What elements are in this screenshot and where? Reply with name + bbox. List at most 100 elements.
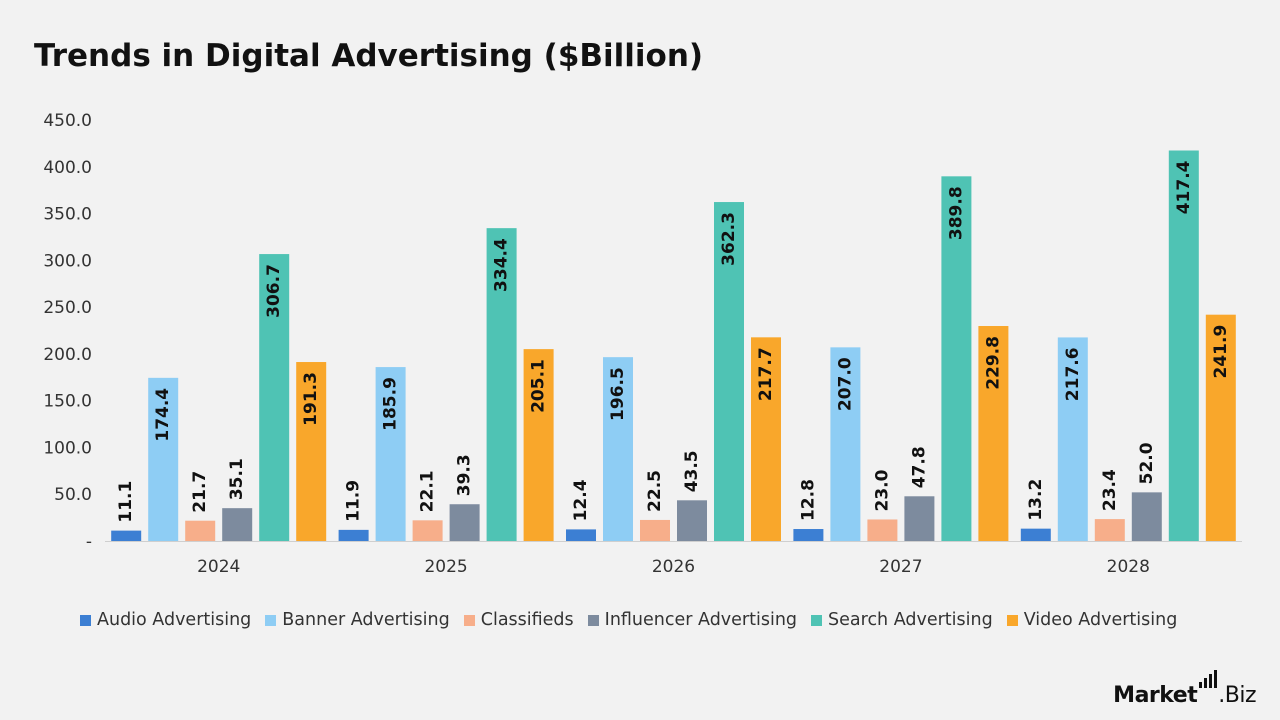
data-label: 12.8 <box>798 479 818 521</box>
data-label: 35.1 <box>227 458 247 500</box>
legend-label: Search Advertising <box>828 610 993 630</box>
bar-classifieds-2028 <box>1094 519 1125 541</box>
data-label: 389.8 <box>946 186 966 240</box>
brand-logo: Market .Biz <box>1113 670 1256 708</box>
brand-name-bold: Market <box>1113 683 1198 708</box>
data-label: 39.3 <box>455 454 475 496</box>
data-label: 229.8 <box>983 336 1003 390</box>
bar-search-advertising-2025 <box>486 228 517 542</box>
data-label: 11.9 <box>344 480 364 522</box>
legend-label: Audio Advertising <box>97 610 252 630</box>
bar-classifieds-2024 <box>185 520 216 541</box>
bar-banner-advertising-2027 <box>830 347 861 541</box>
legend-swatch <box>587 614 599 626</box>
y-tick-label: 50.0 <box>54 485 92 505</box>
legend-swatch <box>1006 614 1018 626</box>
bar-search-advertising-2028 <box>1168 150 1199 541</box>
bar-audio-advertising-2026 <box>566 529 596 541</box>
y-tick-label: 200.0 <box>43 345 92 365</box>
bar-classifieds-2027 <box>867 519 898 541</box>
bar-search-advertising-2027 <box>941 176 972 542</box>
bar-banner-advertising-2025 <box>375 367 406 541</box>
logo-bars-icon <box>1199 670 1218 688</box>
data-label: 217.7 <box>756 347 776 401</box>
bar-video-advertising-2028 <box>1205 314 1236 541</box>
data-label: 23.0 <box>872 469 892 511</box>
bar-classifieds-2026 <box>640 519 670 541</box>
data-label: 47.8 <box>909 446 929 488</box>
y-tick-label: 450.0 <box>43 111 92 131</box>
legend-item: Video Advertising <box>1006 610 1178 630</box>
bar-influencer-advertising-2025 <box>449 504 480 541</box>
data-label: 13.2 <box>1026 479 1046 521</box>
bar-influencer-advertising-2028 <box>1131 492 1162 541</box>
data-label: 362.3 <box>719 212 739 266</box>
y-tick-label: 100.0 <box>43 438 92 458</box>
legend-label: Classifieds <box>480 610 574 630</box>
x-tick-label: 2026 <box>652 557 695 577</box>
legend-label: Banner Advertising <box>282 610 450 630</box>
data-label: 12.4 <box>571 479 591 521</box>
data-label: 23.4 <box>1100 469 1120 511</box>
data-label: 191.3 <box>301 372 321 426</box>
bar-audio-advertising-2025 <box>338 529 369 541</box>
x-tick-label: 2025 <box>424 557 467 577</box>
bar-chart: - 50.0 100.0 150.0 200.0 250.0 300.0 350.0 400.0… <box>43 111 1242 577</box>
y-tick-label: - <box>86 532 92 552</box>
data-label: 217.6 <box>1063 347 1083 401</box>
brand-name-rest: .Biz <box>1218 683 1256 708</box>
bar-influencer-advertising-2027 <box>904 496 935 541</box>
y-tick-label: 150.0 <box>43 392 92 412</box>
bar-search-advertising-2024 <box>259 254 290 541</box>
bar-banner-advertising-2028 <box>1057 337 1088 541</box>
data-label: 207.0 <box>835 357 855 411</box>
legend-item: Classifieds <box>463 610 574 630</box>
legend-item: Banner Advertising <box>265 610 450 630</box>
data-label: 22.5 <box>645 470 665 512</box>
x-tick-label: 2027 <box>879 557 922 577</box>
chart-title: Trends in Digital Advertising ($Billion) <box>34 38 704 74</box>
bar-influencer-advertising-2026 <box>677 500 707 541</box>
legend-label: Influencer Advertising <box>604 610 798 630</box>
legend-swatch <box>265 614 277 626</box>
data-label: 196.5 <box>608 367 628 421</box>
data-label: 205.1 <box>529 359 549 413</box>
data-label: 22.1 <box>418 470 438 512</box>
bar-video-advertising-2027 <box>978 326 1009 541</box>
chart-legend: Audio Advertising Banner Advertising Class… <box>80 610 1177 630</box>
y-tick-label: 250.0 <box>43 298 92 318</box>
data-label: 334.4 <box>492 238 512 292</box>
x-tick-label: 2024 <box>197 557 240 577</box>
bar-search-advertising-2026 <box>714 202 744 541</box>
bar-influencer-advertising-2024 <box>222 508 253 541</box>
legend-label: Video Advertising <box>1023 610 1178 630</box>
y-tick-label: 400.0 <box>43 158 92 178</box>
data-label: 21.7 <box>190 471 210 513</box>
bar-video-advertising-2026 <box>751 337 781 541</box>
bar-audio-advertising-2024 <box>111 530 142 541</box>
bar-video-advertising-2024 <box>296 362 327 541</box>
bar-classifieds-2025 <box>412 520 443 541</box>
data-label: 52.0 <box>1137 442 1157 484</box>
data-label: 241.9 <box>1211 325 1231 379</box>
y-tick-label: 300.0 <box>43 251 92 271</box>
data-label: 185.9 <box>381 377 401 431</box>
data-label: 11.1 <box>116 481 136 523</box>
legend-swatch <box>463 614 475 626</box>
data-label: 43.5 <box>682 450 702 492</box>
legend-item: Audio Advertising <box>80 610 251 630</box>
bar-banner-advertising-2026 <box>603 357 633 541</box>
bar-audio-advertising-2027 <box>793 529 824 541</box>
y-tick-label: 350.0 <box>43 205 92 225</box>
legend-item: Search Advertising <box>811 610 993 630</box>
bar-banner-advertising-2024 <box>148 377 179 541</box>
legend-swatch <box>80 614 91 626</box>
legend-swatch <box>811 614 823 626</box>
legend-item: Influencer Advertising <box>587 610 798 630</box>
bar-video-advertising-2025 <box>523 349 554 541</box>
data-label: 417.4 <box>1174 160 1194 214</box>
data-label: 174.4 <box>153 388 173 442</box>
bar-audio-advertising-2028 <box>1020 528 1051 541</box>
x-tick-label: 2028 <box>1107 557 1150 577</box>
data-label: 306.7 <box>264 264 284 318</box>
